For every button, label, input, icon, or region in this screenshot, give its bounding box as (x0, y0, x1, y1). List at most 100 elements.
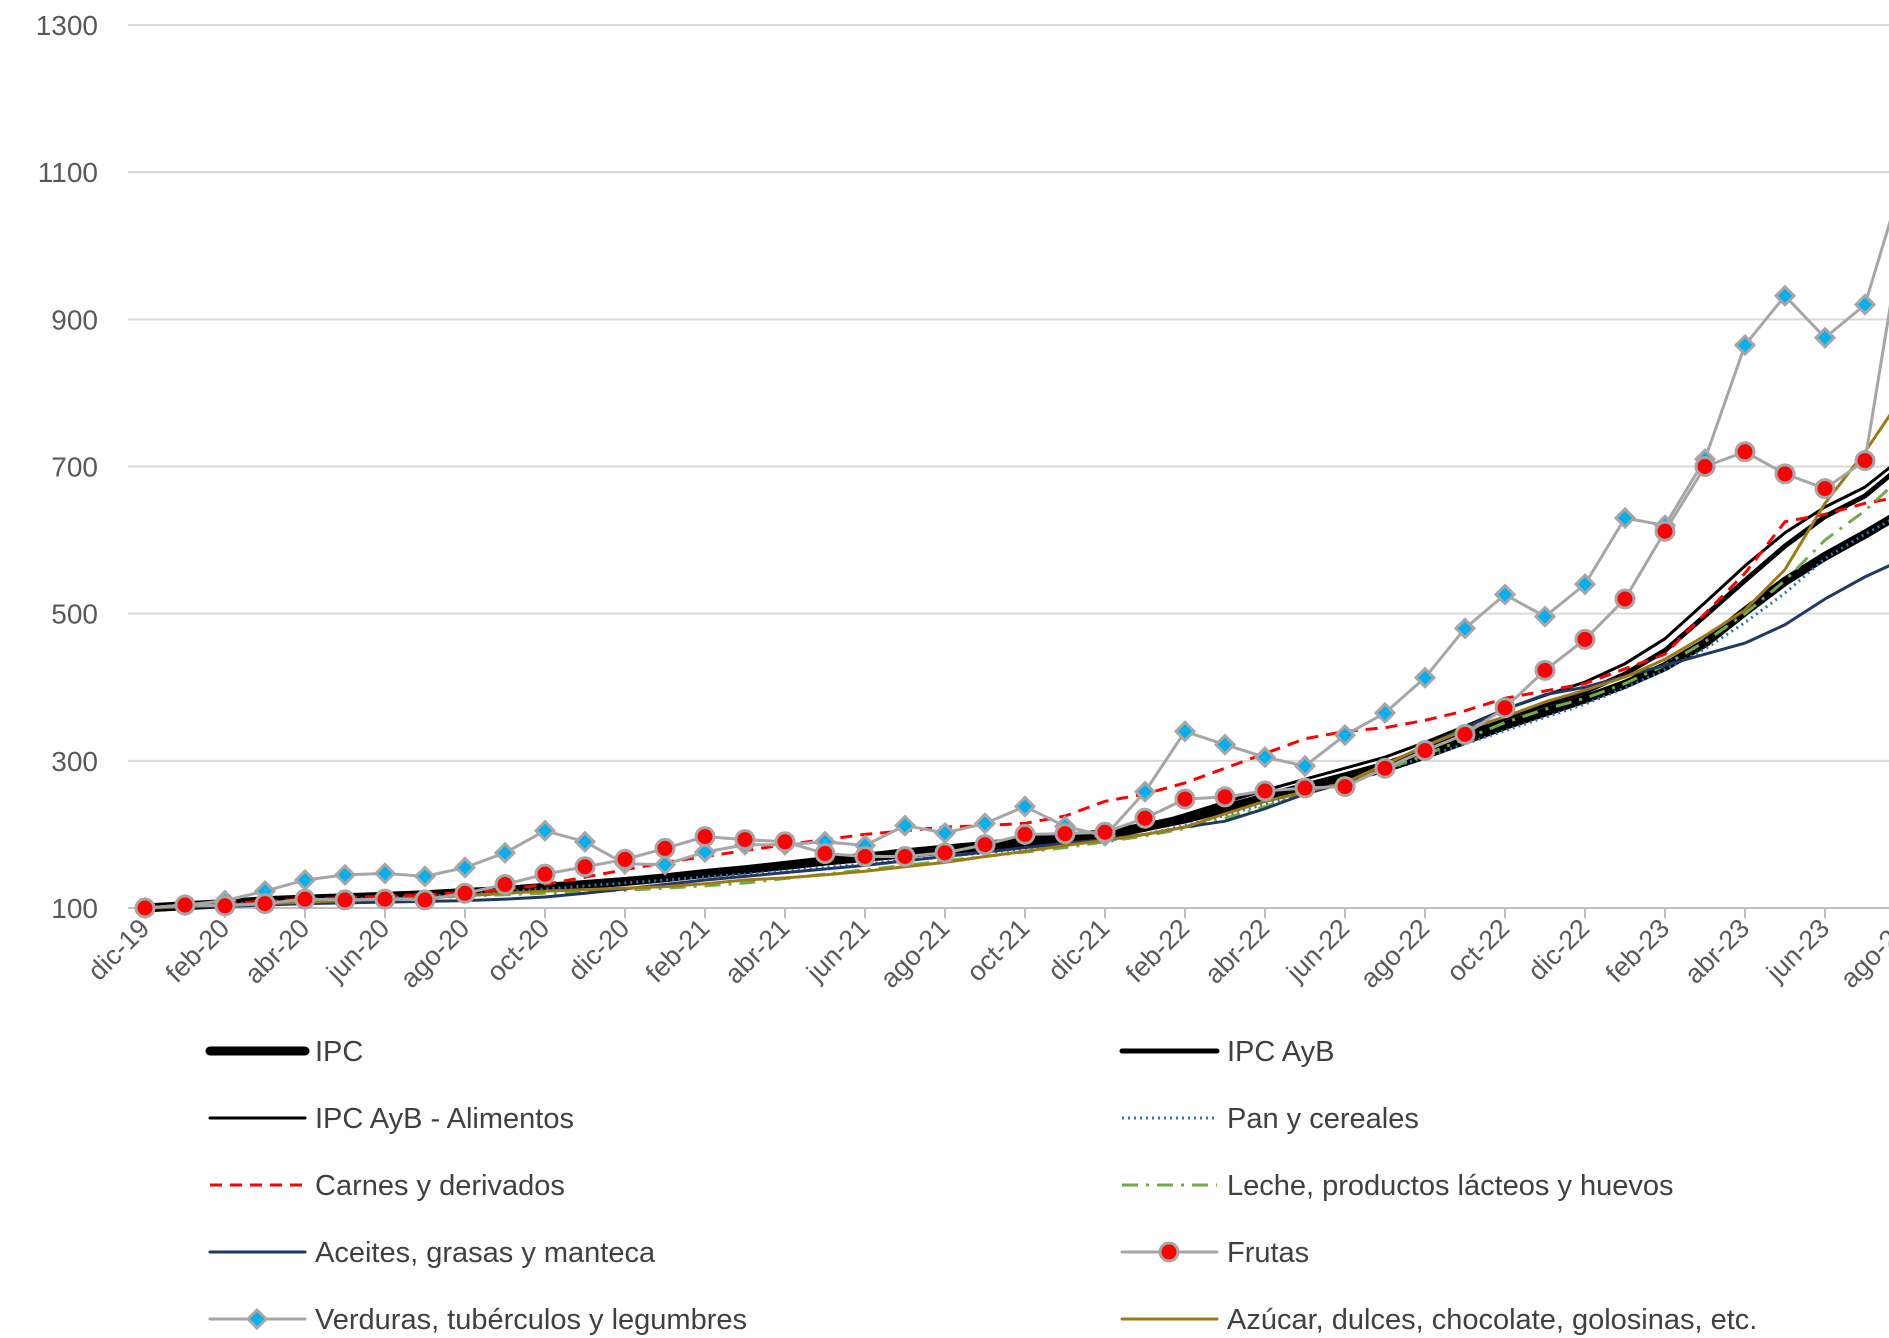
data-point (1334, 776, 1356, 798)
series-line-leche-productos-lacteos-y-huevos (144, 486, 1889, 910)
legend-item-ipc-ayb: IPC AyB (1119, 1036, 1334, 1068)
data-point (294, 888, 316, 910)
data-point (1534, 659, 1556, 681)
data-point (1373, 701, 1397, 725)
data-point (293, 868, 317, 892)
legend-label: Azúcar, dulces, chocolate, golosinas, et… (1227, 1304, 1757, 1336)
data-point (134, 897, 156, 919)
data-point (694, 826, 716, 848)
data-point (1054, 823, 1076, 845)
data-point (1014, 823, 1036, 845)
data-point (1254, 780, 1276, 802)
data-point (654, 837, 676, 859)
data-point (254, 893, 276, 915)
data-point (1374, 757, 1396, 779)
legend-label: Verduras, tubérculos y legumbres (315, 1304, 747, 1336)
data-point (573, 830, 597, 853)
data-point (1414, 740, 1436, 762)
data-point (814, 843, 836, 865)
data-point (333, 863, 357, 887)
data-point (893, 814, 917, 837)
data-point (174, 894, 196, 916)
data-point (1654, 520, 1676, 542)
x-tick-label: abr-20 (239, 913, 315, 989)
legend-label: IPC (315, 1036, 363, 1068)
data-point (1493, 583, 1517, 606)
data-point (1253, 746, 1277, 769)
x-tick-label: jun-22 (1280, 913, 1355, 988)
data-point (1814, 478, 1836, 500)
data-point (1013, 795, 1037, 818)
data-point (374, 888, 396, 910)
data-point (1333, 723, 1357, 747)
data-point (934, 842, 956, 864)
x-tick-label: dic-22 (1522, 913, 1595, 986)
data-point (1574, 628, 1596, 650)
data-point (1573, 573, 1597, 596)
x-tick-label: abr-23 (1679, 913, 1755, 989)
legend-item-frutas: Frutas (1120, 1237, 1309, 1269)
legend-item-ipc-ayb-alimentos: IPC AyB - Alimentos (208, 1103, 574, 1135)
legend-label: Frutas (1227, 1237, 1309, 1269)
y-tick-label: 1100 (38, 157, 98, 188)
legend-item-aceites-grasas-y-manteca: Aceites, grasas y manteca (208, 1237, 656, 1269)
data-point (693, 840, 717, 864)
x-tick-label: ago-23 (1835, 913, 1889, 994)
data-point (1533, 605, 1557, 628)
y-tick-label: 1300 (36, 10, 98, 41)
y-tick-label: 700 (51, 452, 98, 483)
series-verduras-tuberculos-y-legumbres (133, 219, 1889, 920)
data-point (453, 856, 477, 879)
data-point (493, 841, 517, 864)
data-point (533, 819, 557, 842)
y-tick-label: 500 (51, 599, 98, 630)
data-point (534, 863, 556, 885)
data-point (1173, 720, 1197, 743)
legend-item-carnes-y-derivados: Carnes y derivados (210, 1170, 565, 1202)
data-point (494, 873, 516, 895)
legend-label: Leche, productos lácteos y huevos (1227, 1170, 1674, 1202)
data-point (1734, 441, 1756, 463)
series-line-frutas (143, 304, 1889, 910)
data-point (1733, 333, 1757, 357)
x-tick-label: jun-20 (320, 913, 395, 988)
data-point (1494, 697, 1516, 719)
data-point (1294, 777, 1316, 799)
x-tick-label: abr-22 (1199, 913, 1275, 989)
data-point (653, 853, 677, 876)
x-tick-label: oct-22 (1441, 913, 1515, 987)
data-point (734, 829, 756, 851)
data-point (1773, 284, 1797, 307)
data-point (1694, 456, 1716, 477)
data-point (413, 865, 437, 888)
legend-label: IPC AyB (1227, 1036, 1334, 1068)
x-tick-label: feb-22 (1120, 913, 1195, 988)
data-point (974, 834, 996, 856)
data-point (414, 889, 436, 911)
legend: IPC IPC AyB IPC AyB - Alimentos Pan y cerea… (205, 1036, 1757, 1336)
series-line-carnes-y-derivados (144, 497, 1889, 910)
data-point (854, 845, 876, 867)
data-point (1613, 506, 1637, 530)
data-point (454, 882, 476, 904)
series-lines (133, 219, 1889, 920)
legend-item-leche-productos-lacteos-y-huevos: Leche, productos lácteos y huevos (1122, 1170, 1674, 1202)
y-tick-label: 100 (51, 893, 98, 924)
x-tick-label: abr-21 (719, 913, 795, 989)
legend-item-pan-y-cereales: Pan y cereales (1122, 1103, 1419, 1135)
y-tick-label: 900 (51, 304, 98, 335)
data-point (1293, 754, 1317, 778)
data-point (574, 856, 596, 878)
data-point (1134, 807, 1156, 829)
data-point (1854, 450, 1876, 472)
x-axis: dic-19 feb-20 abr-20 jun-20 ago-20 oct-20 dic-… (82, 907, 1889, 994)
data-point (774, 831, 796, 853)
data-point (933, 821, 957, 845)
data-point (373, 862, 397, 885)
data-point (1853, 293, 1877, 316)
legend-item-azucar-dulces-chocolate-golosinas-etc: Azúcar, dulces, chocolate, golosinas, et… (1120, 1304, 1757, 1336)
x-tick-label: dic-21 (1042, 913, 1115, 986)
x-tick-label: jun-21 (800, 913, 875, 988)
data-point (1774, 463, 1796, 485)
